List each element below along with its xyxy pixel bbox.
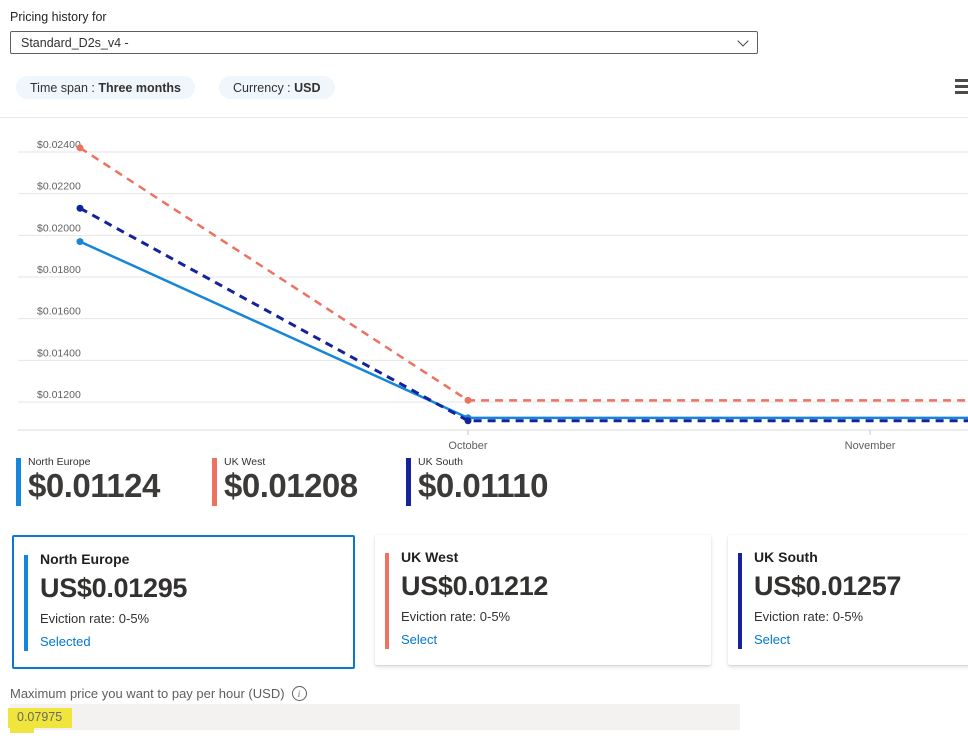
price-chart: $0.02400 $0.02200 $0.02000 $0.01800 $0.01600…	[18, 139, 968, 452]
legend-item-north-europe: North Europe $0.01124	[16, 456, 206, 510]
max-price-label-row: Maximum price you want to pay per hour (…	[10, 686, 307, 701]
highlight-annotation-notch	[10, 727, 34, 733]
legend-value: $0.01124	[28, 467, 160, 504]
legend-value: $0.01208	[224, 467, 358, 504]
pricing-history-label: Pricing history for	[10, 10, 107, 24]
legend-name: UK West	[224, 456, 266, 468]
card-accent-bar	[385, 553, 389, 649]
currency-value: USD	[294, 80, 321, 95]
time-span-filter-pill[interactable]: Time span : Three months	[16, 76, 195, 99]
svg-text:November: November	[845, 440, 896, 452]
card-eviction-rate: Eviction rate: 0-5%	[401, 609, 511, 624]
card-eviction-rate: Eviction rate: 0-5%	[754, 609, 864, 624]
legend-swatch-north-europe	[16, 458, 21, 506]
card-eviction-rate: Eviction rate: 0-5%	[40, 611, 150, 626]
legend-swatch-uk-west	[212, 458, 217, 506]
card-select-link[interactable]: Select	[401, 632, 438, 647]
card-price: US$0.01257	[754, 571, 902, 601]
max-price-value: 0.07975	[17, 710, 63, 724]
svg-text:$0.02000: $0.02000	[37, 222, 81, 234]
vm-size-dropdown-value: Standard_D2s_v4 -	[21, 35, 129, 50]
card-accent-bar	[24, 555, 28, 651]
time-span-value: Three months	[98, 80, 181, 95]
max-price-input[interactable]: 0.07975	[8, 704, 740, 733]
card-price: US$0.01212	[401, 571, 549, 601]
currency-filter-pill[interactable]: Currency : USD	[219, 76, 335, 99]
hamburger-menu-icon[interactable]	[955, 79, 968, 96]
legend-item-uk-south: UK South $0.01110	[406, 456, 596, 510]
region-card-north-europe[interactable]: North Europe US$0.01295 Eviction rate: 0…	[12, 535, 355, 669]
svg-text:$0.02400: $0.02400	[37, 139, 81, 151]
svg-text:$0.01800: $0.01800	[37, 264, 81, 276]
region-card-uk-west[interactable]: UK West US$0.01212 Eviction rate: 0-5% S…	[375, 535, 711, 665]
divider	[0, 117, 968, 118]
legend-item-uk-west: UK West $0.01208	[212, 456, 402, 510]
info-icon[interactable]: i	[291, 686, 307, 701]
region-card-uk-south[interactable]: UK South US$0.01257 Eviction rate: 0-5% …	[728, 535, 968, 665]
chevron-down-icon	[737, 34, 749, 47]
vm-size-dropdown[interactable]: Standard_D2s_v4 -	[10, 31, 758, 54]
legend-swatch-uk-south	[406, 458, 411, 506]
card-accent-bar	[738, 553, 742, 649]
currency-label: Currency :	[233, 80, 295, 95]
highlight-annotation	[8, 708, 72, 728]
svg-text:$0.01400: $0.01400	[37, 347, 81, 359]
card-region-name: UK West	[401, 549, 459, 565]
svg-text:$0.01200: $0.01200	[37, 389, 81, 401]
legend-name: UK South	[418, 456, 463, 468]
svg-text:October: October	[448, 440, 487, 452]
legend-value: $0.01110	[418, 467, 549, 504]
card-selected-link[interactable]: Selected	[40, 634, 91, 649]
card-select-link[interactable]: Select	[754, 632, 791, 647]
time-span-label: Time span :	[30, 80, 99, 95]
card-price: US$0.01295	[40, 573, 188, 603]
max-price-label: Maximum price you want to pay per hour (…	[10, 686, 285, 701]
svg-text:$0.01600: $0.01600	[37, 306, 81, 318]
card-region-name: North Europe	[40, 551, 130, 567]
svg-text:$0.02200: $0.02200	[37, 181, 81, 193]
legend-name: North Europe	[28, 456, 91, 468]
card-region-name: UK South	[754, 549, 818, 565]
